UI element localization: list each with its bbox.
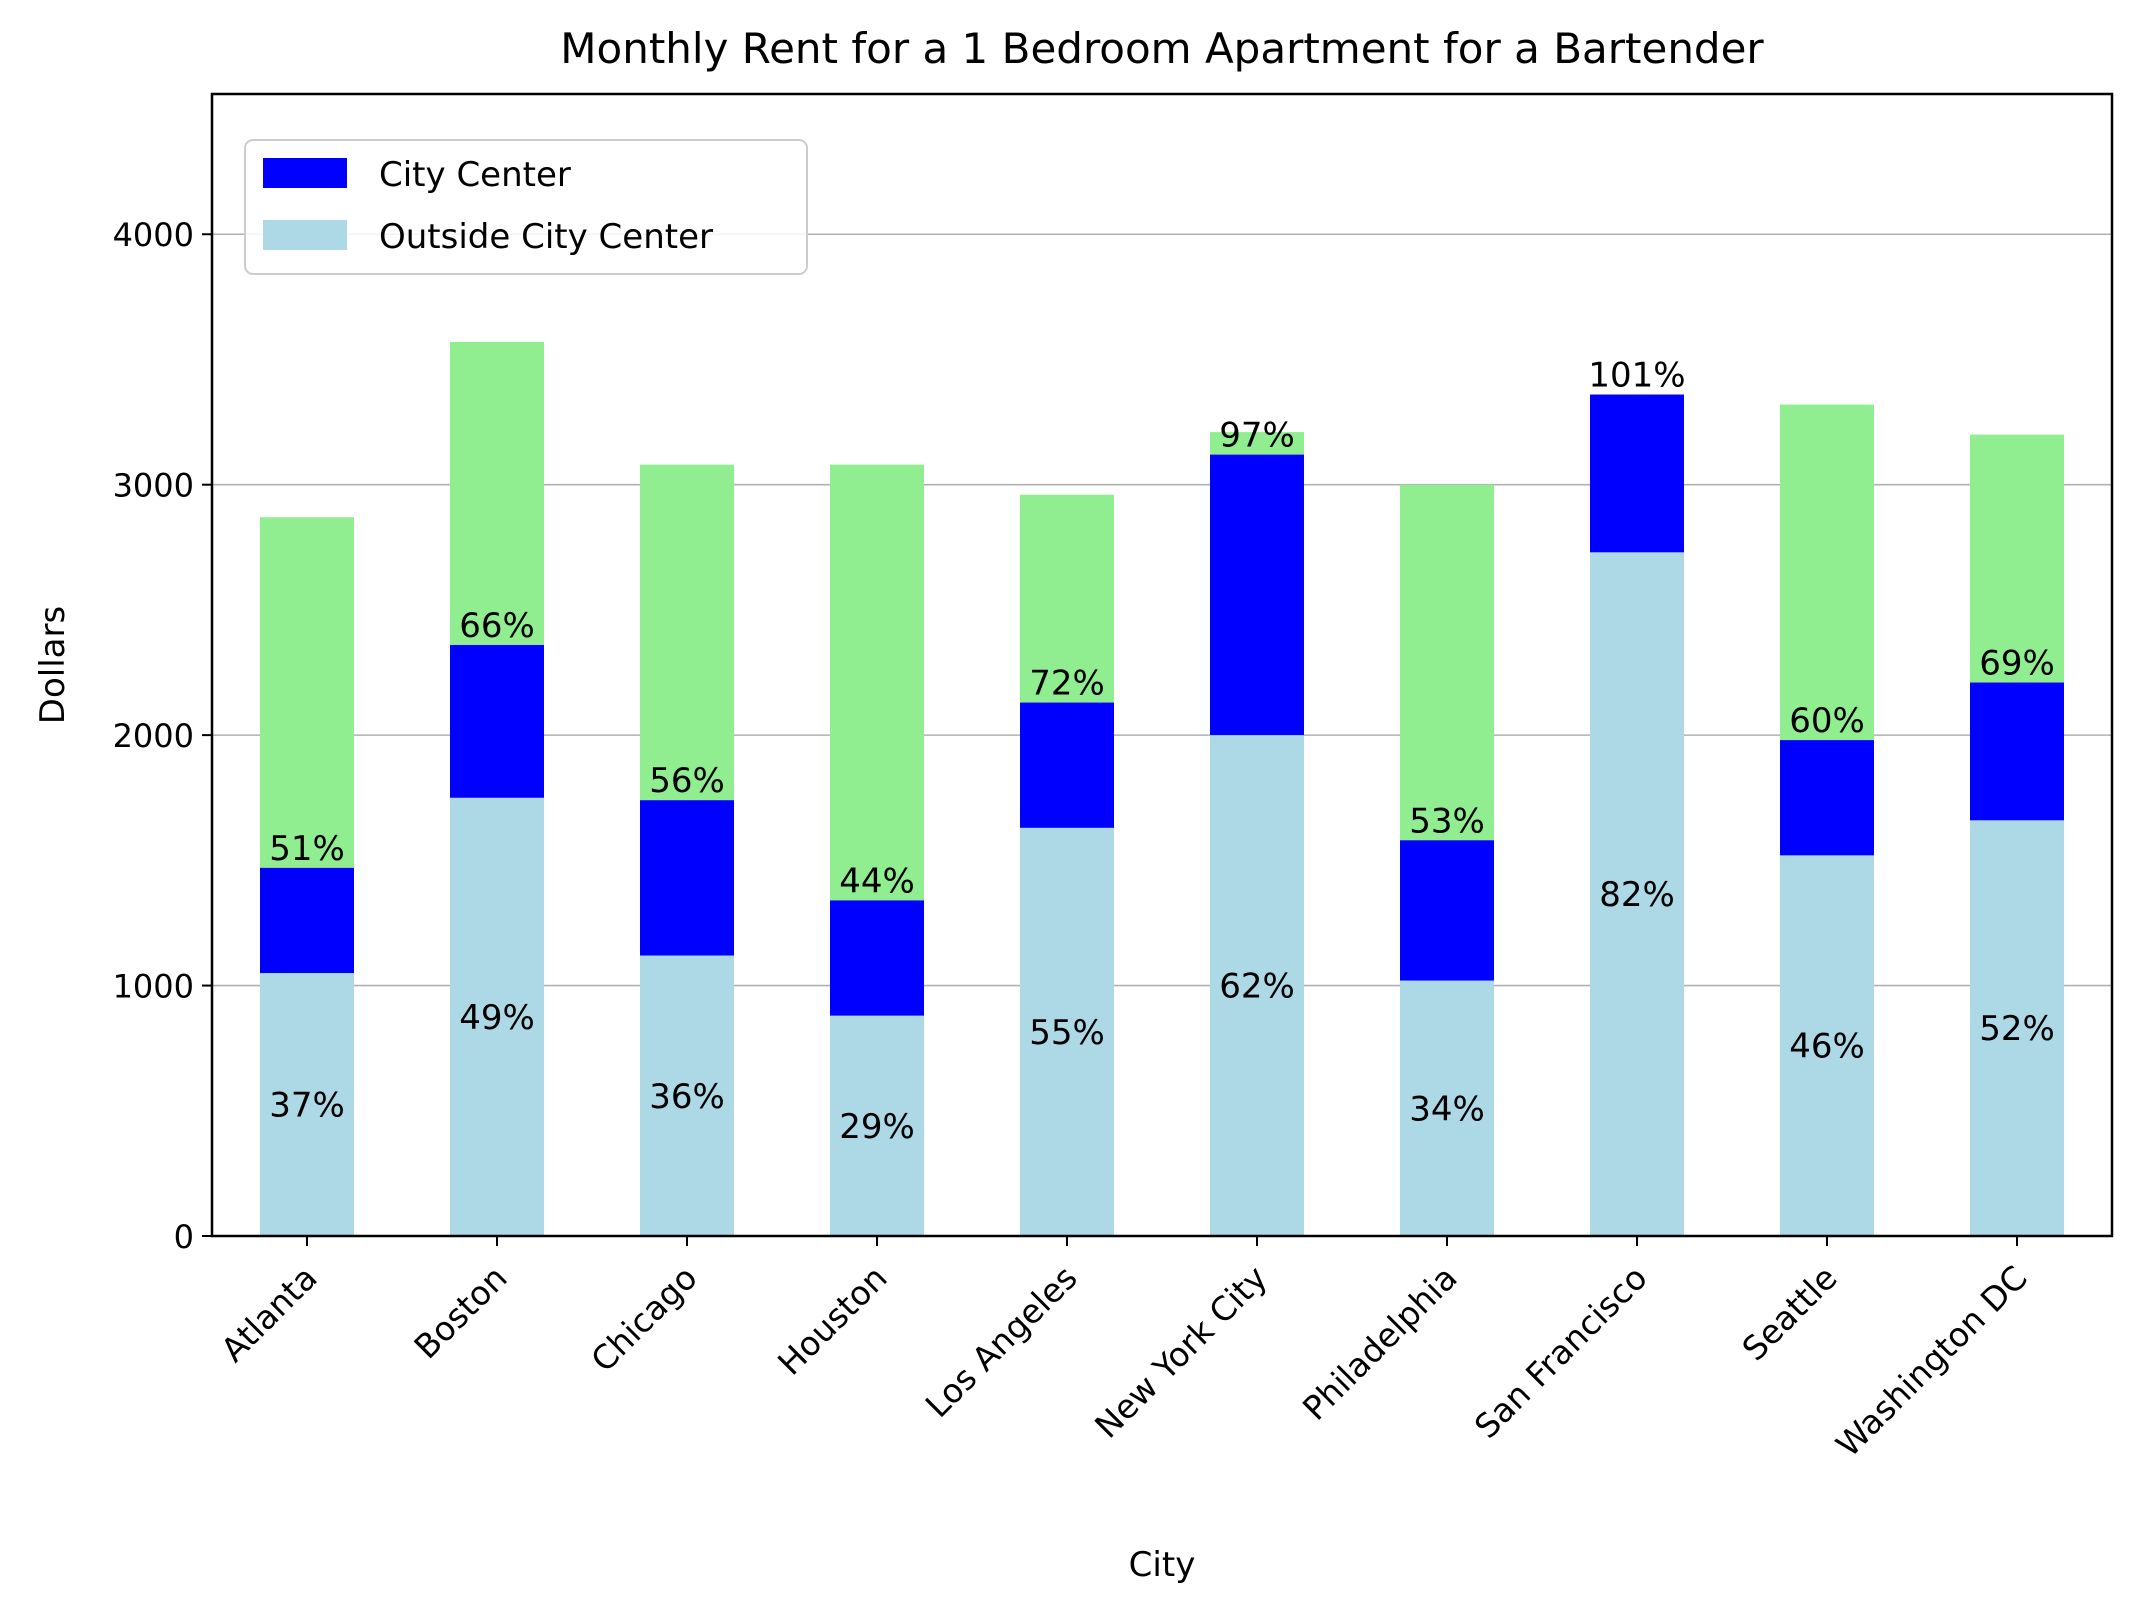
city-center-pct-label: 44% [839,861,915,901]
outside-pct-label: 34% [1409,1089,1485,1129]
y-axis: 0 1000 2000 3000 4000 [113,216,212,1256]
outside-pct-label: 82% [1599,875,1675,915]
city-center-pct-label: 97% [1219,416,1295,456]
y-tick-label: 0 [174,1218,194,1256]
city-center-pct-label: 69% [1979,644,2055,684]
x-tick-label: New York City [1087,1258,1275,1446]
x-tick-label: San Francisco [1467,1258,1655,1446]
city-center-pct-label: 56% [649,761,725,801]
bar-labels: 51% 66% 56% 44% 72% 97% 53% 101% 60% 69% 37% 49% 36%… [269,356,2055,1147]
city-center-pct-label: 53% [1409,801,1485,841]
y-tick-label: 2000 [113,717,194,755]
x-tick-label: Washington DC [1828,1258,2034,1464]
legend-label-city-center: City Center [379,155,571,195]
plot-frame [210,92,2114,1238]
x-tick-label: Philadelphia [1295,1258,1465,1428]
outside-pct-label: 29% [839,1107,915,1147]
outside-pct-label: 62% [1219,967,1295,1007]
bar-outside-city-center [830,1015,924,1236]
bar-outside-city-center [1020,827,1114,1236]
outside-pct-label: 46% [1789,1027,1865,1067]
city-center-pct-label: 66% [459,606,535,646]
x-tick-label: Seattle [1734,1258,1844,1368]
outside-pct-label: 55% [1029,1013,1105,1053]
city-center-pct-label: 51% [269,829,345,869]
legend-swatch-city-center [263,158,347,188]
city-center-pct-label: 60% [1789,701,1865,741]
outside-pct-label: 37% [269,1086,345,1126]
y-tick-label: 1000 [113,968,194,1006]
x-tick-label: Houston [770,1258,895,1383]
outside-pct-label: 49% [459,998,535,1038]
legend-swatch-outside-city-center [263,220,347,250]
city-center-pct-label: 101% [1588,356,1685,396]
y-axis-label: Dollars [33,606,73,724]
outside-pct-label: 52% [1979,1009,2055,1049]
y-tick-label: 3000 [113,467,194,505]
legend-label-outside-city-center: Outside City Center [379,217,713,257]
bar-outside-city-center [1210,735,1304,1236]
x-tick-label: Chicago [583,1258,704,1379]
x-axis: Atlanta Boston Chicago Houston Los Angeles Ne… [213,1236,2035,1464]
legend-box [244,139,808,275]
city-center-pct-label: 72% [1029,664,1105,704]
x-axis-label: City [1129,1545,1196,1585]
chart-title: Monthly Rent for a 1 Bedroom Apartment f… [560,24,1764,73]
outside-pct-label: 36% [649,1077,725,1117]
bars [260,341,2064,1237]
x-tick-label: Boston [406,1258,514,1366]
y-tick-label: 4000 [113,216,194,254]
bar-outside-city-center [1400,980,1494,1236]
bar-outside-city-center [1590,552,1684,1236]
bar-outside-city-center [260,973,354,1236]
bar-outside-city-center [1780,855,1874,1236]
bar-outside-city-center [640,955,734,1236]
legend: City Center Outside City Center [244,139,808,275]
x-tick-label: Atlanta [213,1258,324,1369]
bar-outside-city-center [1970,820,2064,1236]
x-tick-label: Los Angeles [918,1258,1085,1425]
bar-outside-city-center [450,797,544,1236]
